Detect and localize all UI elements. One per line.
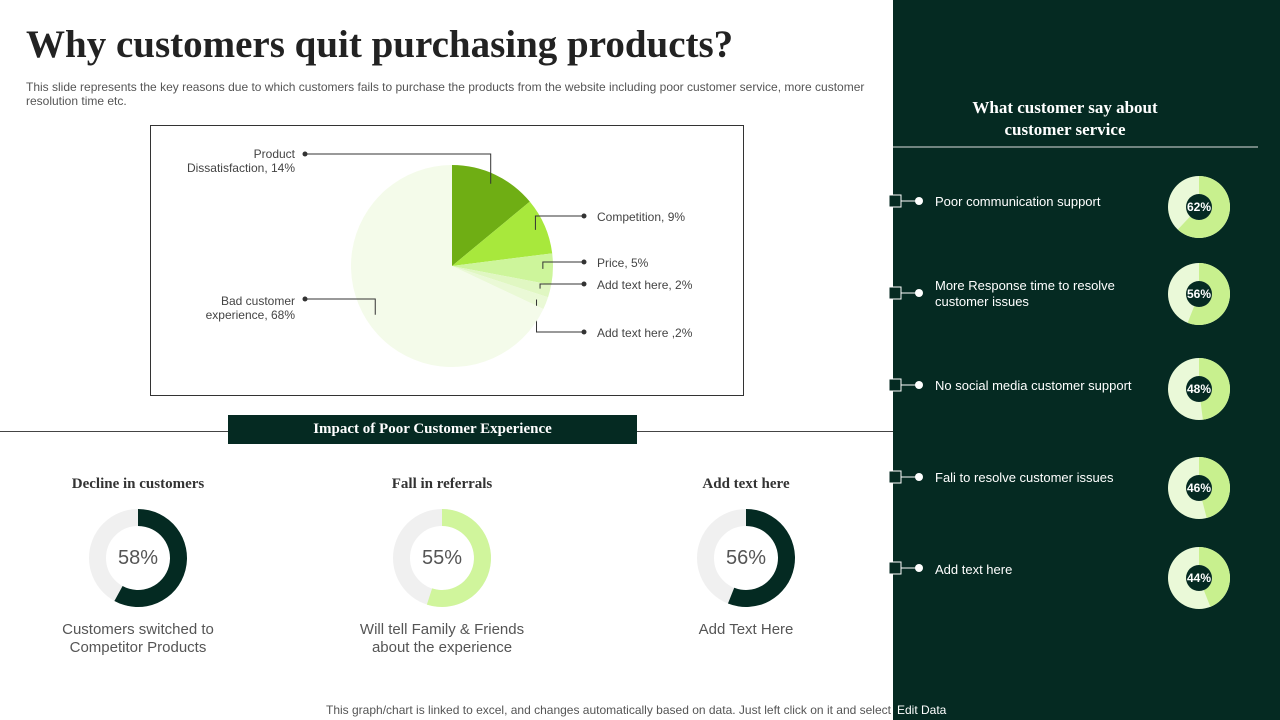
- donut-value: 55%: [421, 547, 463, 569]
- ring-center: [1186, 281, 1212, 307]
- item-dot: [915, 197, 923, 205]
- donut-title: Decline in customers: [71, 476, 205, 492]
- item-text: More Response time to resolve customer i…: [935, 278, 1115, 309]
- pie-label: Competition, 9%: [597, 210, 686, 224]
- ring-value: 44%: [1186, 571, 1212, 585]
- pie-label: Product Dissatisfaction, 14%: [186, 147, 295, 175]
- section-title: Impact of Poor Customer Experience: [313, 421, 552, 437]
- pie-label: Add text here, 2%: [597, 278, 693, 292]
- item-dot: [915, 473, 923, 481]
- ring-value: 62%: [1186, 200, 1212, 214]
- ring-value: 56%: [1186, 287, 1212, 301]
- item-marker: [888, 378, 902, 392]
- leader-dot: [302, 296, 308, 302]
- item-marker: [888, 470, 902, 484]
- item-text: Add text here: [935, 562, 1013, 577]
- subtitle: This slide represents the key reasons du…: [26, 80, 865, 108]
- leader-dot: [302, 151, 308, 157]
- leader-line: [305, 298, 376, 315]
- leader-line: [534, 215, 584, 230]
- donut-caption: Customers switched to Competitor Product…: [62, 621, 214, 656]
- ring-center: [1186, 194, 1212, 220]
- item-text: No social media customer support: [935, 378, 1132, 393]
- donut-title: Fall in referrals: [391, 476, 493, 492]
- ring-arc: [1177, 176, 1230, 238]
- donut-caption: Will tell Family & Friends about the exp…: [359, 621, 525, 656]
- leader-dot: [581, 213, 587, 219]
- leader-line: [539, 283, 584, 289]
- pie-label: Bad customer experience, 68%: [205, 294, 295, 322]
- ring-center: [1186, 565, 1212, 591]
- ring-arc: [1199, 547, 1230, 607]
- pie-slice: [452, 266, 552, 298]
- ring-center: [1186, 376, 1212, 402]
- footer: This graph/chart is linked to excel, and…: [326, 703, 891, 717]
- item-marker: [888, 561, 902, 575]
- item-marker: [888, 194, 902, 208]
- donut-value: 56%: [725, 547, 767, 569]
- pie-label: Price, 5%: [597, 256, 649, 270]
- pie-slice: [452, 253, 553, 285]
- pie-frame: [150, 125, 744, 396]
- ring-value: 46%: [1186, 481, 1212, 495]
- pie-slice: [452, 164, 530, 266]
- donut-arc: [114, 509, 187, 607]
- leader-dot: [581, 329, 587, 335]
- donut-value: 58%: [117, 547, 159, 569]
- pie-label: Add text here ,2%: [597, 326, 693, 340]
- donut-arc: [426, 509, 491, 607]
- item-text: Fali to resolve customer issues: [935, 470, 1114, 485]
- leader-line: [542, 261, 584, 269]
- title: Why customers quit purchasing products?: [26, 23, 734, 66]
- item-dot: [915, 564, 923, 572]
- pie-slice: [452, 266, 549, 310]
- section-banner: [228, 415, 637, 444]
- item-text: Poor communication support: [935, 194, 1101, 209]
- panel-title: What customer say about customer service: [972, 98, 1158, 139]
- leader-dot: [581, 281, 587, 287]
- ring-arc: [1199, 457, 1230, 519]
- ring-arc: [1199, 358, 1231, 420]
- donut-title: Add text here: [702, 476, 790, 492]
- ring-value: 48%: [1186, 382, 1212, 396]
- ring-arc: [1187, 263, 1231, 326]
- donut-caption: Add Text Here: [698, 621, 794, 638]
- pie-slice: [452, 201, 553, 266]
- donut-arc: [727, 509, 795, 607]
- leader-dot: [581, 259, 587, 265]
- pie-slice: [350, 165, 544, 367]
- ring-center: [1186, 475, 1212, 501]
- footer-link: Edit Data: [897, 703, 947, 717]
- item-marker: [888, 286, 902, 300]
- leader-line: [305, 153, 492, 184]
- item-dot: [915, 381, 923, 389]
- item-dot: [915, 289, 923, 297]
